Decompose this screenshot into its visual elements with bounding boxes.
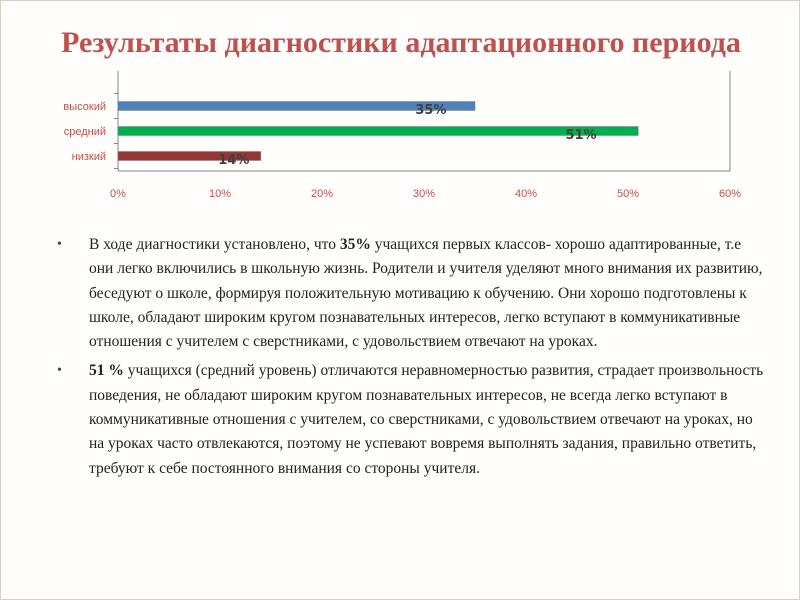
category-label: низкий bbox=[72, 151, 106, 163]
slide-title: Результаты диагностики адаптационного пе… bbox=[61, 26, 741, 59]
bullet-lead: В ходе диагностики установлено, что bbox=[89, 236, 340, 253]
x-tick-label: 20% bbox=[311, 188, 333, 200]
x-tick-label: 0% bbox=[110, 188, 126, 200]
x-tick-label: 10% bbox=[209, 188, 231, 200]
bar-chart: 0% 10% 20% 30% 40% 50% 60% высокий 35% средний 51… bbox=[63, 71, 741, 200]
x-tick-label: 40% bbox=[515, 188, 537, 200]
bar bbox=[117, 126, 639, 136]
x-tick-label: 30% bbox=[413, 188, 435, 200]
data-label: 35% bbox=[415, 103, 446, 118]
bar bbox=[117, 151, 262, 161]
bullet-dot-icon: • bbox=[57, 363, 62, 379]
bullet-dot-icon: • bbox=[57, 237, 62, 252]
bullet-item: • 51 % учащихся (средний уровень) отлича… bbox=[57, 359, 769, 480]
bullet-text: учащихся (средний уровень) отличаются не… bbox=[89, 362, 764, 477]
data-label: 51% bbox=[565, 128, 596, 143]
bullet-list: • В ходе диагностики установлено, что 35… bbox=[57, 233, 769, 486]
x-tick-label: 60% bbox=[719, 188, 741, 200]
x-tick-label: 50% bbox=[617, 188, 639, 200]
bar bbox=[117, 101, 476, 111]
bullet-percent: 35% bbox=[339, 236, 371, 253]
category-label: высокий bbox=[63, 101, 106, 113]
category-label: средний bbox=[64, 126, 106, 138]
bullet-item: • В ходе диагностики установлено, что 35… bbox=[57, 233, 769, 354]
data-label: 14% bbox=[218, 153, 249, 168]
bullet-text: учащихся первых классов- хорошо адаптиро… bbox=[89, 236, 763, 351]
bullet-percent: 51 % bbox=[89, 362, 124, 380]
